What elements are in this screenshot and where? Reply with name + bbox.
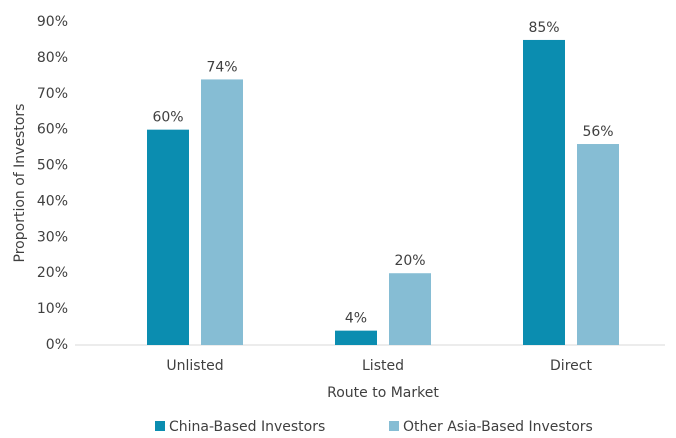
y-tick-label: 50% [37, 158, 68, 174]
x-tick-label: Direct [550, 358, 592, 374]
y-tick-label: 90% [37, 14, 68, 30]
bar [523, 39, 565, 345]
y-tick-label: 80% [37, 50, 68, 66]
bar [147, 129, 189, 345]
y-tick-label: 70% [37, 86, 68, 102]
y-tick-label: 60% [37, 122, 68, 138]
data-label: 60% [152, 110, 183, 126]
legend-swatch [389, 421, 399, 431]
data-label: 4% [345, 311, 367, 327]
x-axis-label: Route to Market [327, 385, 439, 401]
y-tick-label: 30% [37, 229, 68, 245]
data-label: 56% [582, 124, 613, 140]
x-tick-label: Unlisted [166, 358, 223, 374]
data-label: 74% [206, 59, 237, 75]
legend-label: China-Based Investors [169, 419, 325, 435]
data-label: 20% [394, 253, 425, 269]
legend-label: Other Asia-Based Investors [403, 419, 593, 435]
legend-swatch [155, 421, 165, 431]
bar [201, 79, 243, 345]
y-tick-label: 20% [37, 265, 68, 281]
y-tick-label: 10% [37, 301, 68, 317]
y-axis-label: Proportion of Investors [12, 104, 28, 263]
x-tick-label: Listed [362, 358, 404, 374]
bar [389, 273, 431, 345]
bar [577, 144, 619, 345]
data-label: 85% [528, 20, 559, 36]
y-tick-label: 0% [46, 337, 68, 353]
y-tick-label: 40% [37, 193, 68, 209]
bar [335, 330, 377, 345]
